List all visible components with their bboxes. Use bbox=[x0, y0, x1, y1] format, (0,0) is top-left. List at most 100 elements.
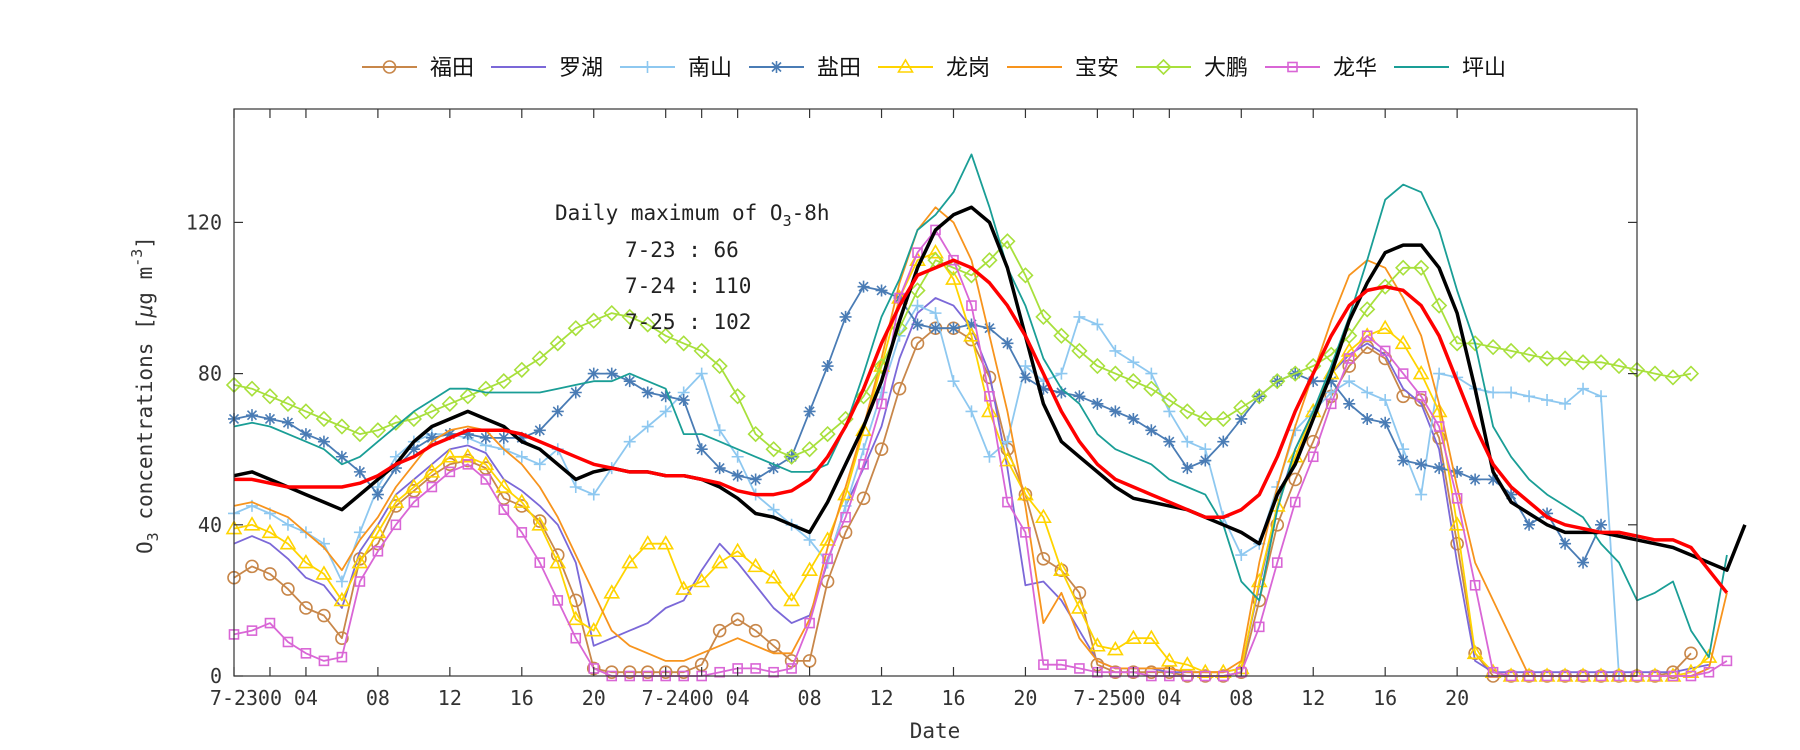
series-7-point bbox=[1287, 365, 1304, 382]
series-4-point bbox=[245, 409, 258, 422]
series-8-point bbox=[1020, 527, 1031, 538]
series-7-point bbox=[369, 422, 387, 439]
series-1-point bbox=[730, 612, 745, 627]
series-8-point bbox=[1433, 421, 1445, 432]
series-7-point bbox=[747, 425, 764, 443]
series-5-point bbox=[441, 448, 459, 463]
series-7-point bbox=[603, 304, 620, 322]
series-3-point bbox=[713, 424, 726, 437]
svg-text:Daily maximum of O3-8h: Daily maximum of O3-8h bbox=[555, 201, 830, 230]
series-4-point bbox=[1451, 465, 1464, 478]
series-7-point bbox=[819, 425, 836, 443]
annotation-line-1: 7-23 : 66 bbox=[625, 238, 739, 262]
series-8-point bbox=[372, 545, 384, 557]
series-7-point bbox=[1161, 391, 1178, 409]
series-4-point bbox=[983, 322, 996, 335]
series-7-point bbox=[1017, 267, 1034, 284]
series-5-point bbox=[981, 402, 998, 418]
series-7-point bbox=[621, 308, 638, 326]
series-8-point bbox=[1415, 390, 1427, 402]
series-7-point bbox=[531, 350, 548, 367]
series-5-point bbox=[711, 554, 729, 569]
series-5-point bbox=[495, 478, 513, 493]
series-7-point bbox=[1359, 301, 1376, 318]
series-5-point bbox=[261, 523, 279, 539]
series-7-point bbox=[1215, 410, 1232, 428]
series-3-point bbox=[659, 405, 672, 418]
legend-item-6: 宝安 bbox=[1007, 56, 1119, 81]
series-5-point bbox=[351, 554, 369, 569]
series-layer bbox=[225, 153, 1747, 683]
series-5-point bbox=[837, 485, 854, 501]
legend-label: 福田 bbox=[430, 56, 474, 81]
series-1-point bbox=[604, 665, 619, 680]
series-4-point bbox=[515, 431, 528, 444]
series-8-point bbox=[1325, 398, 1337, 410]
series-7-point bbox=[1395, 259, 1412, 276]
series-8-point bbox=[822, 553, 833, 565]
series-8-point bbox=[552, 595, 564, 606]
series-5-point bbox=[477, 455, 495, 471]
series-4-point bbox=[533, 424, 546, 437]
series-8-point bbox=[1451, 493, 1463, 504]
series-7-point bbox=[1466, 335, 1484, 352]
series-line-8 bbox=[233, 229, 1728, 677]
series-4-point bbox=[1181, 462, 1194, 475]
series-7-point bbox=[1484, 339, 1502, 356]
series-5-point bbox=[999, 451, 1016, 467]
series-3-point bbox=[1487, 386, 1500, 399]
series-8-point bbox=[786, 663, 797, 674]
series-7-point bbox=[1431, 297, 1448, 314]
series-8-point bbox=[984, 390, 995, 402]
legend-label: 龙岗 bbox=[946, 56, 990, 81]
series-1-point bbox=[263, 567, 277, 581]
series-4-point bbox=[299, 428, 312, 441]
legend-item-9: 坪山 bbox=[1394, 56, 1506, 81]
series-7-point bbox=[441, 395, 458, 412]
series-8-point bbox=[318, 655, 330, 667]
series-4-point bbox=[1343, 397, 1356, 410]
series-5-point bbox=[369, 523, 387, 539]
series-3-point bbox=[1415, 488, 1428, 501]
legend-label: 龙华 bbox=[1333, 56, 1377, 81]
series-1-point bbox=[1072, 586, 1087, 600]
series-5-point bbox=[1178, 656, 1196, 671]
series-4-point bbox=[713, 462, 726, 475]
series-1-point bbox=[676, 665, 691, 680]
series-5-point bbox=[1376, 319, 1394, 335]
series-5-point bbox=[675, 580, 693, 595]
x-tick-label: 12 bbox=[869, 686, 893, 710]
series-8-point bbox=[534, 557, 546, 568]
series-7-point bbox=[1233, 399, 1250, 416]
series-5-point bbox=[783, 591, 800, 607]
series-1-point bbox=[1432, 431, 1446, 445]
series-4-point bbox=[1145, 424, 1158, 437]
x-tick-label: 12 bbox=[1301, 686, 1325, 710]
series-7-point bbox=[1197, 410, 1214, 428]
series-4-point bbox=[1001, 337, 1014, 350]
series-3-point bbox=[1001, 435, 1014, 448]
series-8-point bbox=[750, 663, 761, 674]
series-4-point bbox=[1541, 507, 1554, 520]
series-4-point bbox=[1235, 412, 1248, 425]
series-line-11 bbox=[234, 258, 1729, 594]
series-7-point bbox=[1053, 327, 1070, 344]
series-3-point bbox=[1379, 394, 1392, 407]
series-5-point bbox=[1053, 561, 1070, 576]
series-7-point bbox=[1682, 365, 1700, 382]
series-8-point bbox=[570, 632, 582, 644]
series-4-point bbox=[947, 322, 960, 335]
series-8-point bbox=[966, 300, 977, 311]
legend-marker bbox=[641, 61, 654, 73]
series-1-point bbox=[748, 623, 763, 638]
series-4-point bbox=[1595, 518, 1608, 531]
series-4-point bbox=[389, 462, 402, 475]
series-4-point bbox=[1055, 386, 1068, 399]
series-4-point bbox=[911, 318, 924, 331]
series-5-point bbox=[1430, 402, 1448, 418]
series-5-point bbox=[855, 421, 872, 437]
series-4-point bbox=[1127, 412, 1140, 425]
legend-item-2: 罗湖 bbox=[491, 56, 603, 81]
legend-marker bbox=[897, 58, 914, 73]
series-3-point bbox=[1145, 367, 1158, 380]
